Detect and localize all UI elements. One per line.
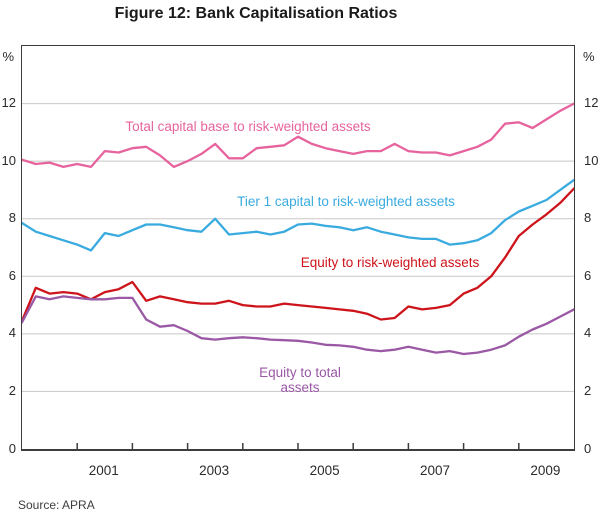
y-tick-label-r-0: 0 xyxy=(584,440,592,456)
y-tick-label-r-6: 6 xyxy=(584,267,592,283)
y-tick-label-r-4: 4 xyxy=(584,325,592,341)
plot-svg xyxy=(22,102,574,449)
y-axis-unit-left: % xyxy=(2,49,14,64)
series-label-total-capital: Total capital base to risk-weighted asse… xyxy=(125,119,371,134)
series-line-3 xyxy=(22,295,574,356)
x-tick-label-2005: 2005 xyxy=(309,463,340,478)
x-tick-label-2003: 2003 xyxy=(199,463,230,478)
series-line-0 xyxy=(22,102,574,169)
y-tick-label-l-0: 0 xyxy=(8,440,16,456)
series-line-2 xyxy=(22,187,574,323)
plot-area xyxy=(21,45,575,451)
x-tick-label-2009: 2009 xyxy=(530,463,561,478)
series-label-tier1-capital: Tier 1 capital to risk-weighted assets xyxy=(237,194,455,209)
y-axis-unit-right: % xyxy=(583,49,595,64)
y-tick-label-r-8: 8 xyxy=(584,210,592,226)
series-label-equity-total-assets: Equity to total assets xyxy=(259,365,341,395)
source-note: Source: APRA xyxy=(18,498,95,512)
y-tick-label-l-2: 2 xyxy=(8,382,16,398)
y-tick-label-l-10: 10 xyxy=(1,152,16,168)
y-tick-label-r-12: 12 xyxy=(584,95,599,111)
y-tick-label-l-12: 12 xyxy=(1,95,16,111)
y-tick-label-r-10: 10 xyxy=(584,152,599,168)
y-tick-label-l-4: 4 xyxy=(8,325,16,341)
chart-title: Figure 12: Bank Capitalisation Ratios xyxy=(114,5,398,22)
y-tick-label-l-6: 6 xyxy=(8,267,16,283)
x-tick-label-2001: 2001 xyxy=(88,463,119,478)
series-label-equity-rwa: Equity to risk-weighted assets xyxy=(300,255,480,270)
y-tick-label-r-2: 2 xyxy=(584,382,592,398)
series-line-1 xyxy=(22,178,574,252)
x-tick-label-2007: 2007 xyxy=(419,463,451,478)
y-tick-label-l-8: 8 xyxy=(8,210,16,226)
